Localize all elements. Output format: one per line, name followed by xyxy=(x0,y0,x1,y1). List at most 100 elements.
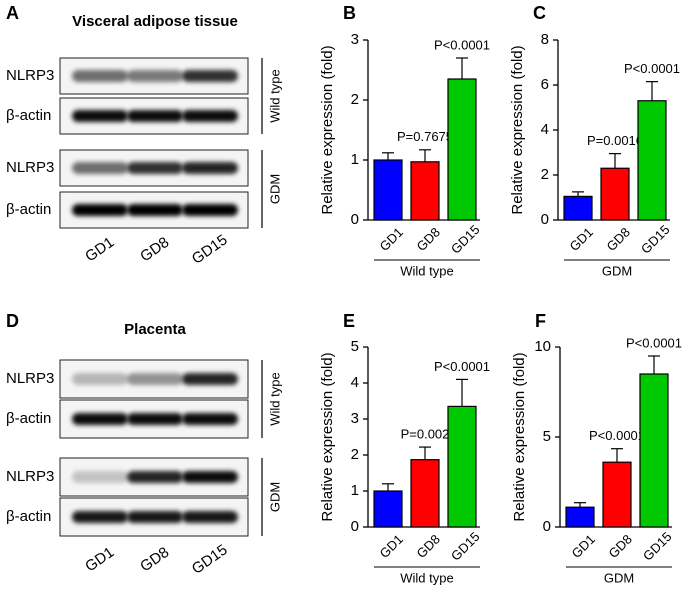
blot-band xyxy=(127,162,183,174)
blot-band xyxy=(182,70,238,82)
y-axis-label: Relative expression (fold) xyxy=(509,45,526,214)
lane-label: GD15 xyxy=(189,231,231,267)
x-tick-label: GD8 xyxy=(605,531,635,561)
bar xyxy=(373,490,403,528)
p-value: P=0.002 xyxy=(401,427,450,442)
group-label: Wild type xyxy=(267,372,282,425)
y-tick-label: 8 xyxy=(541,31,549,48)
bar xyxy=(602,461,632,528)
blot-band xyxy=(127,471,183,483)
bar xyxy=(410,161,440,221)
bar xyxy=(373,159,403,221)
bar xyxy=(447,405,477,528)
bar xyxy=(565,506,595,528)
blot-band xyxy=(72,204,128,216)
y-tick-label: 5 xyxy=(543,428,551,445)
blot-band xyxy=(127,511,183,523)
row-label: NLRP3 xyxy=(6,67,54,84)
bar xyxy=(639,373,669,528)
blot-band xyxy=(182,373,238,385)
y-axis-label: Relative expression (fold) xyxy=(319,352,336,521)
y-tick-label: 6 xyxy=(541,76,549,93)
y-tick-label: 3 xyxy=(351,410,359,427)
p-value: P<0.0001 xyxy=(434,37,490,52)
y-tick-label: 1 xyxy=(351,482,359,499)
panel-label: B xyxy=(343,3,356,23)
blot-band xyxy=(127,110,183,122)
lane-label: GD15 xyxy=(189,541,231,577)
p-value: P<0.0001 xyxy=(624,61,680,76)
bar xyxy=(600,167,630,221)
blot-band xyxy=(72,511,128,523)
x-tick-label: GD15 xyxy=(448,222,483,257)
blot-title: Visceral adipose tissue xyxy=(72,13,238,30)
panel-label: C xyxy=(533,3,546,23)
p-value: P<0.0001 xyxy=(589,428,645,443)
blot-band xyxy=(182,162,238,174)
row-label: NLRP3 xyxy=(6,370,54,387)
blot-band xyxy=(72,471,128,483)
y-axis-label: Relative expression (fold) xyxy=(511,352,528,521)
row-label: β-actin xyxy=(6,201,51,218)
blot-band xyxy=(127,373,183,385)
blot-band xyxy=(127,204,183,216)
p-value: P=0.0016 xyxy=(587,133,643,148)
row-label: β-actin xyxy=(6,410,51,427)
row-label: β-actin xyxy=(6,508,51,525)
group-label: GDM xyxy=(267,174,282,204)
x-tick-label: GD1 xyxy=(568,531,598,561)
blot-band xyxy=(182,471,238,483)
lane-label: GD1 xyxy=(82,544,117,576)
blot-band xyxy=(72,373,128,385)
y-tick-label: 2 xyxy=(541,166,549,183)
x-tick-label: GD8 xyxy=(413,224,443,254)
bar xyxy=(637,100,667,221)
y-tick-label: 2 xyxy=(351,91,359,108)
lane-label: GD1 xyxy=(82,234,117,266)
lane-label: GD8 xyxy=(137,234,172,266)
row-label: NLRP3 xyxy=(6,468,54,485)
y-tick-label: 5 xyxy=(351,338,359,355)
p-value: P<0.0001 xyxy=(626,335,682,350)
x-tick-label: GD15 xyxy=(448,529,483,564)
y-tick-label: 4 xyxy=(351,374,359,391)
y-tick-label: 0 xyxy=(351,211,359,228)
blot-band xyxy=(72,413,128,425)
blot-band xyxy=(72,70,128,82)
lane-label: GD8 xyxy=(137,544,172,576)
blot-band xyxy=(127,70,183,82)
y-tick-label: 4 xyxy=(541,121,549,138)
y-tick-label: 2 xyxy=(351,446,359,463)
panel-label: D xyxy=(6,311,19,331)
p-value: P<0.0001 xyxy=(434,359,490,374)
x-tick-label: GD1 xyxy=(566,224,596,254)
group-label: Wild type xyxy=(400,570,453,585)
blot-band xyxy=(182,110,238,122)
row-label: NLRP3 xyxy=(6,159,54,176)
y-tick-label: 10 xyxy=(534,338,551,355)
panel-label: F xyxy=(535,311,546,331)
bar xyxy=(410,459,440,528)
group-label: Wild type xyxy=(267,69,282,122)
panel-label: E xyxy=(343,311,355,331)
row-label: β-actin xyxy=(6,107,51,124)
blot-band xyxy=(72,162,128,174)
blot-band xyxy=(182,204,238,216)
blot-title: Placenta xyxy=(124,321,186,338)
blot-band xyxy=(182,413,238,425)
x-tick-label: GD8 xyxy=(603,224,633,254)
p-value: P=0.7675 xyxy=(397,129,453,144)
x-tick-label: GD1 xyxy=(376,224,406,254)
panel-label: A xyxy=(6,3,19,23)
bar xyxy=(447,78,477,221)
y-axis-label: Relative expression (fold) xyxy=(319,45,336,214)
blot-band xyxy=(72,110,128,122)
y-tick-label: 0 xyxy=(543,518,551,535)
group-label: Wild type xyxy=(400,263,453,278)
y-tick-label: 0 xyxy=(351,518,359,535)
y-tick-label: 3 xyxy=(351,31,359,48)
x-tick-label: GD1 xyxy=(376,531,406,561)
group-label: GDM xyxy=(267,482,282,512)
